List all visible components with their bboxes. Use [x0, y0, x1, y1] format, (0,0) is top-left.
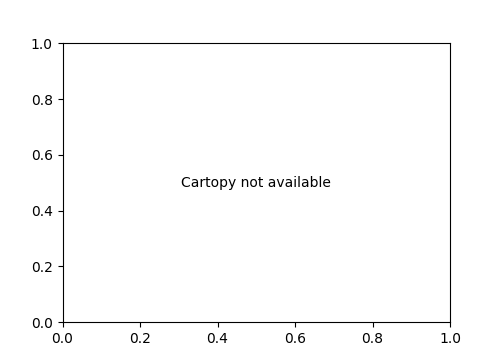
Text: Cartopy not available: Cartopy not available — [182, 176, 331, 190]
